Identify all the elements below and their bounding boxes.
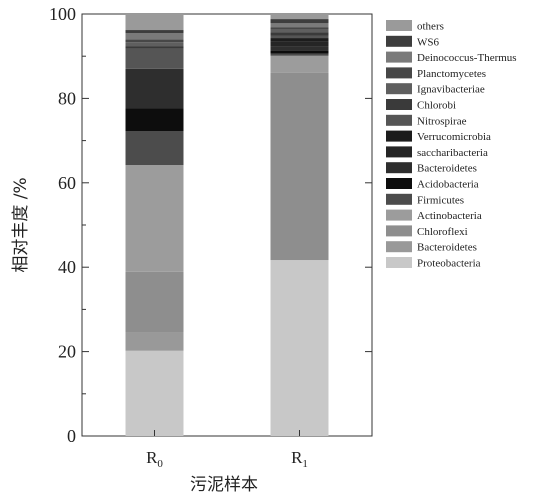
legend-swatch: [386, 35, 412, 47]
bar-segment-acidobacteria-1: [270, 50, 329, 54]
legend-swatch: [386, 99, 412, 110]
bar-segment-planctomycetes-0: [125, 39, 184, 43]
legend-swatch: [386, 257, 412, 268]
legend-swatch: [386, 178, 412, 189]
legend-label: Ignavibacteriae: [417, 84, 485, 96]
bar-segment-deinococcus-thermus-1: [270, 23, 329, 28]
bar-segment-proteobacteria-0: [125, 350, 184, 436]
legend-swatch: [386, 162, 412, 174]
bar-segment-nitrospirae-1: [270, 35, 329, 39]
legend-label: saccharibacteria: [417, 147, 488, 159]
legend-swatch: [386, 67, 412, 79]
legend-label: Firmicutes: [417, 194, 464, 206]
bar-segment-firmicutes-1: [270, 53, 329, 56]
y-axis-title: 相对丰度 /%: [11, 177, 31, 272]
y-tick-label: 20: [58, 342, 76, 362]
bar-segment-chlorobi-0: [125, 46, 184, 49]
legend-swatch: [386, 241, 412, 253]
legend-swatch: [386, 130, 412, 142]
legend-swatch: [386, 83, 412, 95]
legend-swatch: [386, 193, 412, 205]
legend: others WS6 Deinococcus-Thermus Planctomycet…: [386, 20, 517, 270]
bar-segment-bacteroidetes-0: [125, 68, 184, 109]
bar-segment-actinobacteria-0: [125, 165, 184, 272]
bar-segment-proteobacteria-1: [270, 260, 329, 436]
bar-segment-chloroflexi-1: [270, 72, 329, 261]
legend-swatch: [386, 146, 412, 158]
bar-segment-bacteroidetes-1: [270, 46, 329, 51]
legend-label: others: [417, 21, 444, 33]
bar-segment-firmicutes-0: [125, 131, 184, 166]
bar-segment-planctomycetes-1: [270, 27, 329, 30]
y-tick-label: 40: [58, 257, 76, 277]
bar-segment-others-1: [270, 14, 329, 20]
legend-swatch: [386, 114, 412, 126]
x-axis: R0 R1: [146, 430, 308, 470]
legend-swatch: [386, 20, 412, 31]
bar-segment-saccharibacteria-1: [270, 41, 329, 47]
bars-group: [125, 14, 329, 436]
bar-segment-ignavibacteriae-0: [125, 42, 184, 47]
legend-swatch: [386, 209, 412, 221]
bar-segment-chloroflexi-0: [125, 271, 184, 333]
bar-segment-deinococcus-thermus-0: [125, 32, 184, 40]
legend-label: Bacteroidetes: [417, 242, 477, 254]
y-axis: 0 20 40 60 80 100: [49, 4, 372, 446]
bar-segment-ws6-1: [270, 19, 329, 24]
bar-segment-bacteroidetes-0: [125, 332, 184, 351]
y-tick-label: 60: [58, 173, 76, 193]
bar-segment-others-0: [125, 14, 184, 31]
x-tick-label: R1: [291, 448, 308, 470]
legend-swatch: [386, 51, 412, 63]
bar-segment-acidobacteria-0: [125, 108, 184, 132]
bar-segment-ws6-0: [125, 30, 184, 33]
legend-label: Planctomycetes: [417, 68, 486, 80]
bar-segment-ignavibacteriae-1: [270, 29, 329, 33]
x-axis-title: 污泥样本: [190, 475, 258, 495]
legend-label: Proteobacteria: [417, 258, 481, 270]
y-tick-label: 80: [58, 88, 76, 108]
bar-segment-chlorobi-1: [270, 32, 329, 36]
legend-label: Verrucomicrobia: [417, 131, 491, 143]
legend-label: WS6: [417, 36, 440, 48]
legend-label: Bacteroidetes: [417, 163, 477, 175]
legend-label: Chloroflexi: [417, 226, 468, 238]
legend-swatch: [386, 225, 412, 237]
y-tick-label: 0: [67, 426, 76, 446]
y-tick-label: 100: [49, 4, 76, 24]
legend-label: Chlorobi: [417, 100, 456, 112]
x-tick-label: R0: [146, 448, 163, 470]
bar-segment-nitrospirae-0: [125, 48, 184, 69]
legend-label: Nitrospirae: [417, 115, 467, 127]
bar-segment-verrucomicrobia-1: [270, 38, 329, 42]
legend-label: Acidobacteria: [417, 179, 479, 191]
bar-segment-actinobacteria-1: [270, 55, 329, 73]
legend-label: Actinobacteria: [417, 210, 482, 222]
legend-label: Deinococcus-Thermus: [417, 52, 517, 64]
